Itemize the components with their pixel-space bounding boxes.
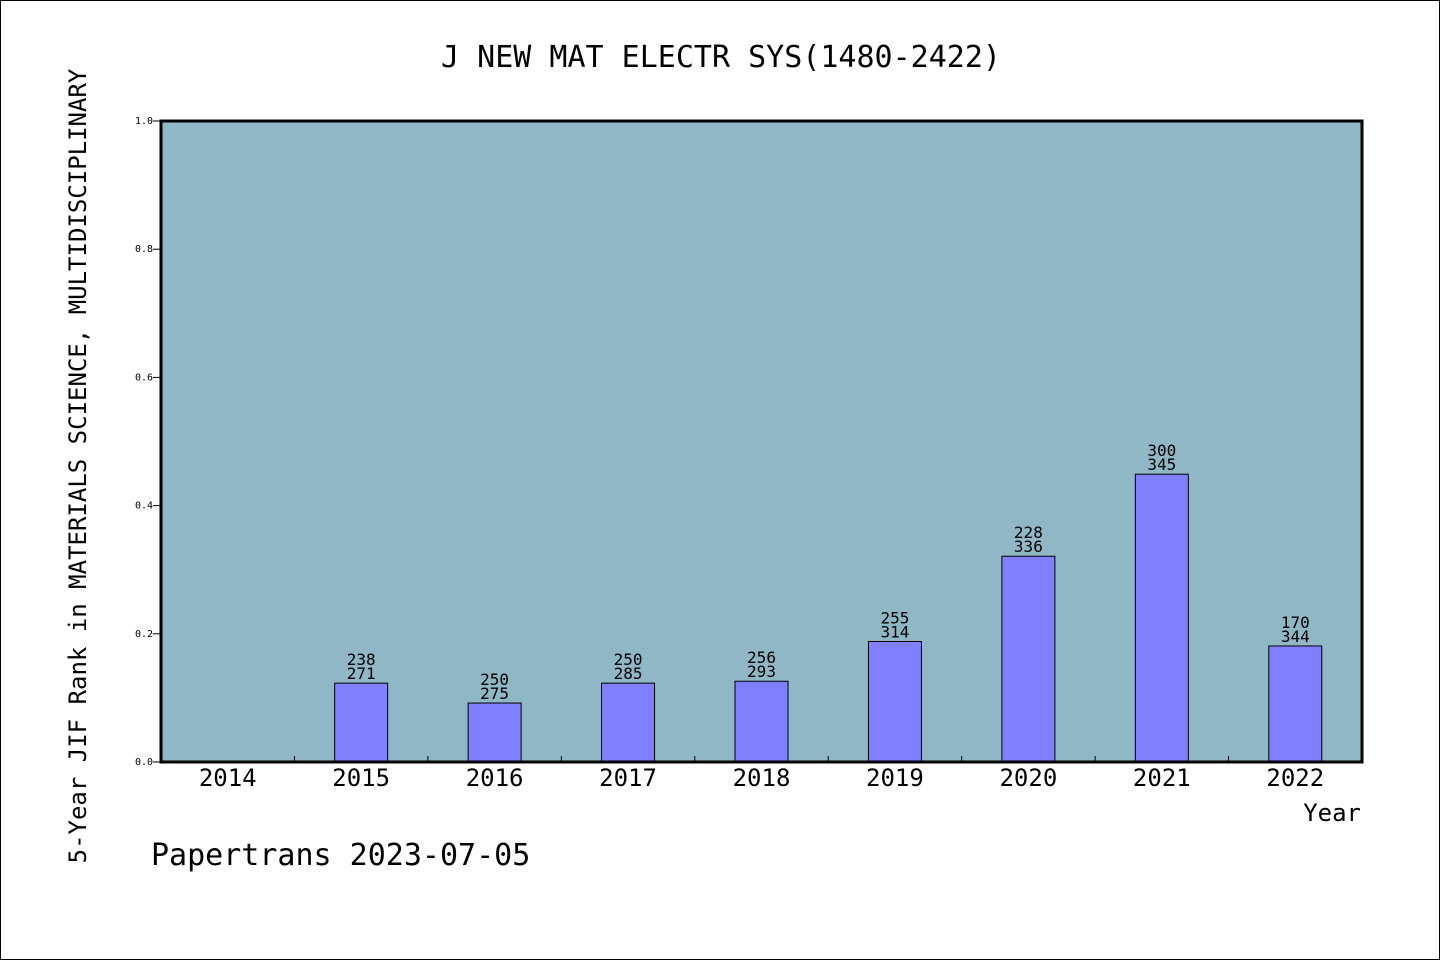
x-tick-label: 2021 xyxy=(1133,764,1191,792)
x-tick-label: 2020 xyxy=(999,764,1057,792)
bar xyxy=(467,702,522,763)
bar-label-top: 256 xyxy=(747,648,776,667)
bar-label-bottom: 275 xyxy=(480,684,509,703)
y-tick-label: 0.8 xyxy=(135,244,153,255)
bar xyxy=(601,682,656,763)
ticks-layer: 0.0 0.2 0.4 0.6 0.8 1.0 2014 2015 2016 2017 2018 20… xyxy=(135,116,1324,792)
bar-label-bottom: 293 xyxy=(747,662,776,681)
bar xyxy=(734,680,789,763)
bar-label-top: 238 xyxy=(347,650,376,669)
bar-label-top: 228 xyxy=(1014,523,1043,542)
chart-title: J NEW MAT ELECTR SYS(1480-2422) xyxy=(441,40,1001,75)
bar-label-bottom: 336 xyxy=(1014,537,1043,556)
bar-label-top: 300 xyxy=(1147,441,1176,460)
y-tick-label: 0.6 xyxy=(135,372,153,383)
bar xyxy=(1134,473,1189,763)
x-tick-label: 2014 xyxy=(199,764,257,792)
bar-label-top: 255 xyxy=(880,608,909,627)
bar-label-bottom: 285 xyxy=(614,664,643,683)
x-tick-label: 2017 xyxy=(599,764,657,792)
x-tick-label: 2015 xyxy=(332,764,390,792)
bar-label-bottom: 344 xyxy=(1281,627,1310,646)
y-tick-label: 1.0 xyxy=(135,116,153,127)
plot-border xyxy=(159,119,1364,764)
y-axis-label: 5-Year JIF Rank in MATERIALS SCIENCE, MU… xyxy=(64,68,92,863)
bar-label-bottom: 314 xyxy=(880,622,909,641)
bar xyxy=(334,682,389,763)
x-tick-label: 2019 xyxy=(866,764,924,792)
bar-label-bottom: 345 xyxy=(1147,455,1176,474)
x-tick-label: 2016 xyxy=(466,764,524,792)
bar-label-top: 250 xyxy=(480,670,509,689)
bar xyxy=(1268,645,1323,763)
y-tick-label: 0.2 xyxy=(135,629,153,640)
bar xyxy=(1001,555,1056,763)
bar xyxy=(867,640,922,763)
footer-text: Papertrans 2023-07-05 xyxy=(151,838,530,873)
bar-label-bottom: 271 xyxy=(347,664,376,683)
x-axis-label: Year xyxy=(1303,799,1361,827)
y-tick-label: 0.0 xyxy=(135,757,153,768)
bar-label-top: 170 xyxy=(1281,613,1310,632)
y-tick-label: 0.4 xyxy=(135,501,153,512)
x-tick-label: 2018 xyxy=(733,764,791,792)
bar-label-top: 250 xyxy=(614,650,643,669)
x-tick-label: 2022 xyxy=(1266,764,1324,792)
